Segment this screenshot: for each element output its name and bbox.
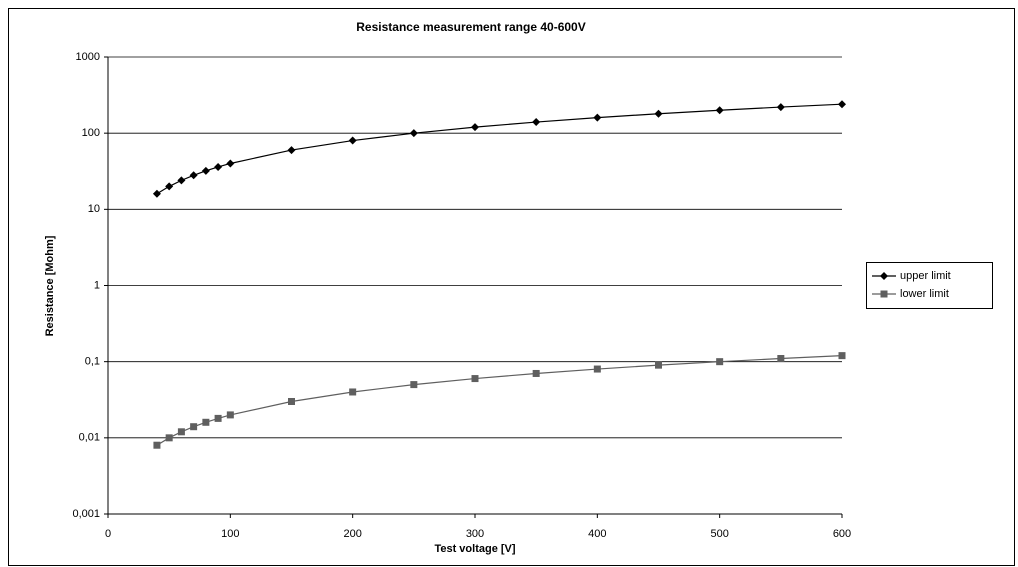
square-marker bbox=[410, 381, 418, 389]
y-tick-label: 0,01 bbox=[79, 432, 100, 444]
square-marker bbox=[165, 434, 173, 442]
y-tick-label: 1 bbox=[94, 279, 100, 291]
diamond-marker bbox=[715, 106, 724, 115]
square-marker bbox=[838, 352, 846, 360]
legend-box bbox=[866, 262, 993, 309]
x-tick-label: 100 bbox=[221, 528, 239, 540]
x-tick-label: 0 bbox=[105, 528, 111, 540]
square-marker bbox=[593, 365, 601, 373]
diamond-marker bbox=[214, 162, 223, 171]
square-marker bbox=[716, 358, 724, 366]
square-marker bbox=[777, 355, 785, 363]
square-marker bbox=[202, 418, 210, 426]
diamond-marker bbox=[838, 100, 846, 109]
y-tick-label: 100 bbox=[82, 127, 100, 139]
diamond-marker bbox=[776, 103, 785, 112]
square-marker bbox=[288, 397, 295, 405]
diamond-marker bbox=[287, 146, 296, 155]
square-marker bbox=[190, 423, 198, 431]
square-marker bbox=[532, 369, 540, 377]
chart-border bbox=[8, 8, 1015, 566]
diamond-marker bbox=[348, 136, 357, 145]
x-tick-label: 600 bbox=[833, 528, 851, 540]
x-tick-label: 300 bbox=[466, 528, 484, 540]
diamond-marker bbox=[409, 129, 418, 138]
y-tick-label: 10 bbox=[88, 203, 100, 215]
square-marker bbox=[471, 375, 479, 383]
square-marker bbox=[880, 290, 888, 298]
y-axis-title: Resistance [Mohm] bbox=[44, 235, 56, 336]
diamond-marker bbox=[226, 159, 235, 168]
square-marker bbox=[655, 361, 662, 369]
legend-label: upper limit bbox=[900, 270, 951, 282]
diamond-marker bbox=[177, 176, 186, 185]
x-axis-title: Test voltage [V] bbox=[434, 543, 515, 555]
x-tick-label: 400 bbox=[588, 528, 606, 540]
square-marker bbox=[177, 428, 185, 436]
diamond-marker bbox=[654, 109, 663, 118]
diamond-marker bbox=[532, 118, 541, 127]
x-tick-label: 500 bbox=[710, 528, 728, 540]
diamond-marker bbox=[165, 182, 174, 191]
square-marker bbox=[214, 414, 222, 422]
diamond-marker bbox=[471, 123, 479, 132]
y-tick-label: 0,1 bbox=[85, 356, 100, 368]
diamond-marker bbox=[201, 166, 210, 175]
square-marker bbox=[153, 441, 161, 449]
chart-title: Resistance measurement range 40-600V bbox=[356, 20, 585, 34]
x-tick-label: 200 bbox=[343, 528, 361, 540]
square-marker bbox=[226, 411, 234, 419]
diamond-marker bbox=[593, 113, 602, 122]
y-tick-label: 0,001 bbox=[72, 508, 100, 520]
diamond-marker bbox=[152, 189, 161, 198]
y-tick-label: 1000 bbox=[76, 51, 100, 63]
square-marker bbox=[349, 388, 357, 396]
diamond-marker bbox=[189, 171, 198, 180]
legend-label: lower limit bbox=[900, 288, 949, 300]
diamond-marker bbox=[880, 272, 888, 280]
